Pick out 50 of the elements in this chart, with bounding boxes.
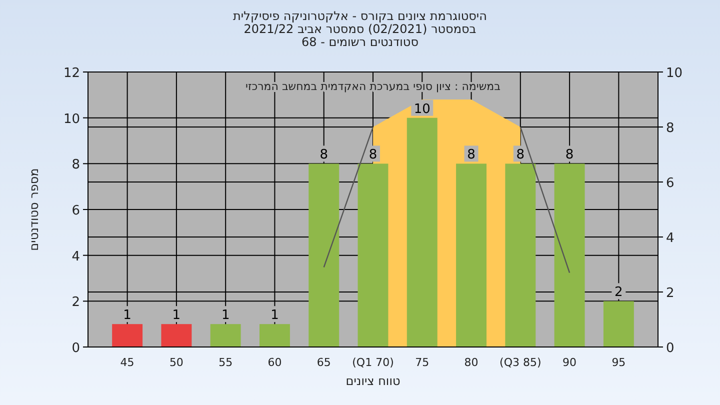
x-tick-label: 50 (169, 356, 184, 369)
bar (603, 301, 634, 347)
bar (456, 164, 487, 347)
data-label: 8 (368, 148, 378, 163)
x-tick-label: 95 (612, 356, 626, 369)
data-label: 8 (516, 148, 525, 163)
y-tick-label: 12 (63, 66, 80, 81)
y2-tick-label: 8 (666, 121, 674, 136)
chart-subtitle: בסמסטר (02/2021) סמסטר אביב 2021/22 סטודנטים רשומים - 68 (244, 22, 476, 49)
x-axis-title: טווח ציונים (346, 374, 400, 388)
y2-tick-label: 6 (666, 176, 674, 191)
x-tick-label: 75 (415, 356, 430, 369)
y-tick-label: 10 (63, 112, 80, 127)
y2-tick-label: 0 (666, 341, 674, 356)
data-label: 8 (320, 148, 328, 163)
bar (358, 164, 388, 347)
y2-tick-label: 2 (666, 286, 674, 301)
y2-tick-label: 4 (666, 231, 674, 246)
x-tick-label: 65 (316, 356, 331, 369)
data-label: 1 (172, 308, 181, 324)
bar (112, 324, 143, 347)
data-label: 8 (565, 148, 574, 163)
data-label: 1 (123, 308, 132, 324)
x-tick-label: 55 (218, 356, 233, 369)
data-label: 2 (614, 285, 623, 300)
data-label: 10 (414, 102, 430, 117)
y-tick-label: 4 (72, 249, 80, 264)
bar (308, 164, 340, 347)
x-tick-label: 45 (120, 356, 134, 369)
bar (406, 118, 438, 347)
y-tick-label: 8 (72, 158, 80, 173)
y2-tick-label: 10 (666, 66, 683, 81)
y-tick-label: 6 (72, 204, 80, 218)
bar (210, 324, 241, 347)
chart-title: היסטוגרמת ציונים בקורס - אלקטרוניקה פיסיקלית (233, 9, 487, 23)
y-tick-label: 2 (72, 295, 80, 310)
bar (259, 324, 290, 347)
x-tick-label: 90 (562, 356, 577, 369)
x-tick-label: 80 (464, 356, 478, 369)
data-label: 1 (270, 308, 279, 324)
x-tick-label: (Q1 70) (352, 356, 394, 369)
bar (554, 164, 585, 347)
bar (505, 164, 536, 347)
y-tick-label: 0 (72, 341, 80, 356)
data-label: 1 (221, 308, 230, 324)
x-tick-label: 60 (268, 356, 282, 369)
x-tick-label: (Q3 85) (500, 356, 542, 369)
data-label: 8 (467, 148, 476, 163)
y-axis-title: מספר סטודנטים (27, 168, 41, 251)
bar (161, 324, 192, 347)
